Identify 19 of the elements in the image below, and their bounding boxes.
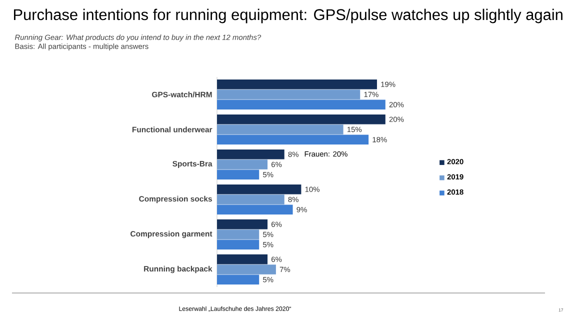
bar: [217, 100, 386, 110]
bar: [217, 134, 369, 145]
bar: [217, 264, 276, 274]
bar: [217, 90, 360, 100]
bar: [217, 204, 293, 215]
bar: [217, 79, 377, 90]
chart-title: Purchase intentions for running equipment: GPS/pulse watches up slightly again: [14, 8, 562, 24]
bar: [217, 219, 268, 230]
bar: [217, 184, 302, 194]
bar: [217, 194, 284, 204]
bar: [217, 160, 268, 170]
bar: [217, 240, 260, 250]
bar: [217, 124, 344, 134]
bar: [217, 170, 260, 180]
bar: [217, 230, 260, 240]
bar: [217, 274, 260, 285]
bar: [217, 149, 284, 160]
bar: [217, 254, 268, 264]
bar: [217, 114, 386, 124]
